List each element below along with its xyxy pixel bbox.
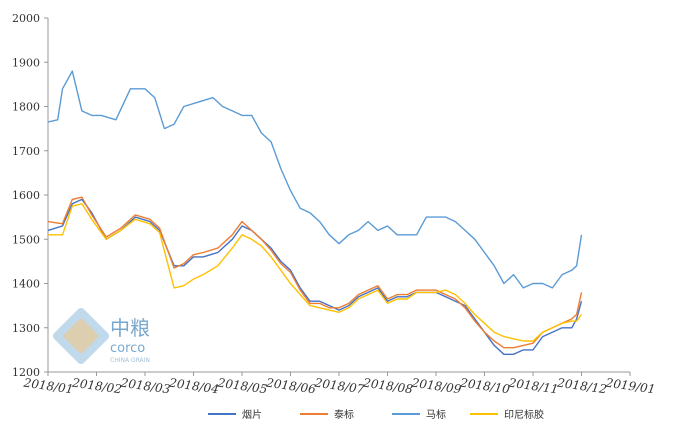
legend-label: 印尼标胶 <box>504 408 544 421</box>
x-tick-label: 2018/03 <box>119 375 172 396</box>
x-tick-label: 2018/05 <box>216 375 268 396</box>
x-tick-label: 2018/04 <box>167 375 219 396</box>
y-tick-label: 1900 <box>12 56 40 69</box>
logo-sub-text: CHINA GRAIN <box>110 357 150 364</box>
y-tick-label: 1700 <box>12 145 40 158</box>
legend-label: 马标 <box>426 409 446 421</box>
legend: 烟片 泰标 马标 印尼标胶 <box>208 408 544 421</box>
axes: 1200130014001500160017001800190020002018… <box>12 12 656 396</box>
series-line-2 <box>48 71 582 288</box>
x-tick-label: 2018/02 <box>70 375 122 396</box>
x-tick-label: 2018/11 <box>507 375 559 396</box>
legend-label: 烟片 <box>242 408 262 421</box>
x-tick-label: 2018/10 <box>458 375 511 396</box>
logo-en-text: corco <box>110 341 145 356</box>
y-tick-label: 1300 <box>12 322 40 335</box>
x-tick-label: 2018/12 <box>555 375 607 396</box>
x-tick-label: 2018/07 <box>313 375 366 396</box>
series-layer <box>48 71 582 354</box>
y-tick-label: 1800 <box>12 101 40 114</box>
x-tick-label: 2018/09 <box>410 375 463 396</box>
y-tick-label: 2000 <box>12 12 40 25</box>
logo-cn-text: 中粮 <box>110 316 150 340</box>
x-tick-label: 2018/01 <box>22 375 74 396</box>
y-tick-label: 1600 <box>12 189 40 202</box>
x-tick-label: 2018/08 <box>361 375 414 396</box>
x-tick-label: 2019/01 <box>604 375 656 396</box>
y-tick-label: 1400 <box>12 278 40 291</box>
corco-logo-watermark: 中粮 corco CHINA GRAIN <box>51 306 150 365</box>
y-tick-label: 1500 <box>12 233 40 246</box>
x-tick-label: 2018/06 <box>264 375 317 396</box>
legend-label: 泰标 <box>334 408 354 421</box>
